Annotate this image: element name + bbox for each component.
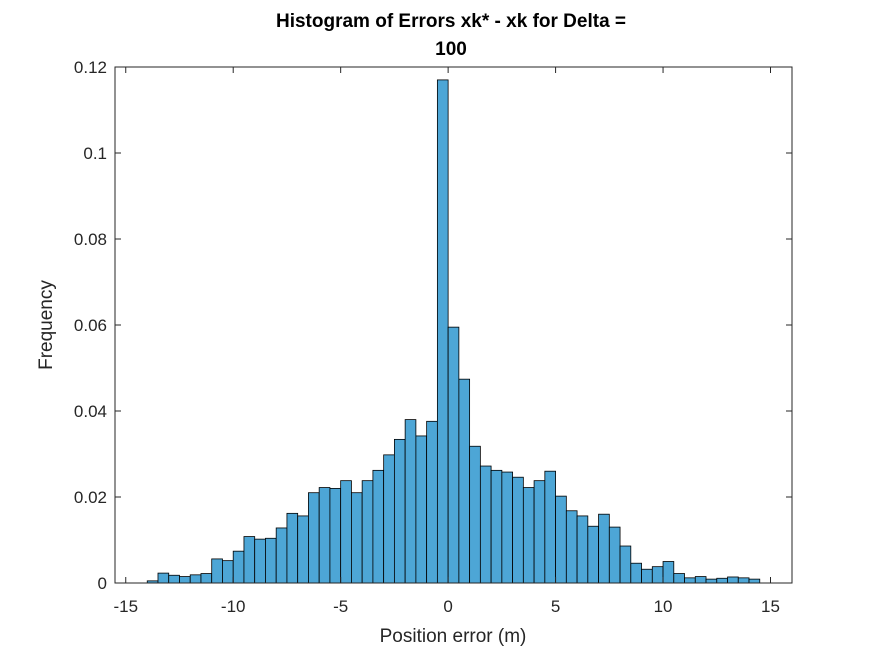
histogram-bar — [222, 560, 234, 584]
histogram-bar — [694, 576, 707, 584]
histogram-bar — [737, 577, 750, 584]
histogram-bar — [565, 510, 578, 584]
x-axis-label: Position error (m) — [380, 626, 527, 647]
histogram-bar — [415, 435, 428, 584]
chart-title-line-1: Histogram of Errors xk* - xk for Delta = — [276, 11, 626, 32]
histogram-bar — [641, 568, 653, 584]
histogram-bar — [587, 525, 599, 584]
histogram-bar — [372, 469, 385, 584]
y-tick-label: 0.08 — [74, 230, 107, 249]
histogram-bar — [748, 578, 761, 584]
histogram-bar — [361, 480, 374, 584]
x-tick-label: 10 — [654, 597, 673, 616]
histogram-bar — [168, 574, 180, 584]
histogram-bar — [329, 487, 342, 584]
histogram-bar — [479, 465, 492, 584]
x-tick-label: -10 — [221, 597, 246, 616]
histogram-bar — [684, 577, 696, 584]
histogram-bar — [716, 577, 728, 584]
histogram-bar — [673, 573, 685, 584]
y-axis-label: Frequency — [36, 280, 57, 370]
histogram-bar — [200, 573, 213, 584]
histogram-bar — [232, 550, 245, 584]
histogram-bar — [469, 445, 481, 584]
histogram-bar — [522, 487, 535, 584]
bars-group — [146, 79, 761, 584]
y-tick-label: 0.06 — [74, 316, 107, 335]
x-tick-label: 15 — [761, 597, 780, 616]
histogram-bar — [340, 480, 352, 584]
y-tick-label: 0.02 — [74, 488, 107, 507]
histogram-bar — [608, 526, 621, 584]
histogram-bar — [501, 471, 514, 584]
histogram-bar — [651, 566, 664, 584]
histogram-bar — [426, 420, 438, 584]
histogram-bar — [383, 454, 395, 584]
histogram-bar — [211, 558, 223, 584]
histogram-bar — [351, 492, 363, 584]
y-tick-label: 0.1 — [83, 144, 107, 163]
histogram-bar — [598, 513, 610, 584]
histogram-bar — [576, 515, 589, 584]
x-tick-label: 0 — [443, 597, 452, 616]
histogram-bar — [447, 326, 460, 584]
histogram-bar — [705, 578, 718, 584]
histogram-bar — [619, 545, 632, 584]
histogram-bar — [436, 79, 449, 584]
y-tick-label: 0 — [98, 574, 107, 593]
histogram-bar — [533, 480, 546, 584]
histogram-bar — [512, 476, 524, 584]
histogram-bar — [544, 470, 556, 584]
chart-title-line-2: 100 — [435, 39, 467, 60]
x-tick-label: 5 — [551, 597, 560, 616]
histogram-bar — [404, 419, 417, 584]
y-axis-ticks: 0 0.02 0.04 0.06 0.08 0.1 0.12 — [74, 58, 792, 593]
histogram-bar — [254, 538, 266, 584]
histogram-bar — [275, 527, 288, 584]
histogram-bar — [297, 515, 309, 584]
histogram-bar — [243, 536, 256, 584]
histogram-bar — [630, 562, 642, 584]
y-tick-label: 0.04 — [74, 402, 107, 421]
histogram-bar — [318, 487, 331, 584]
histogram-bar — [490, 469, 503, 584]
histogram-bar — [157, 572, 170, 584]
histogram-bar — [458, 378, 471, 584]
histogram-bar — [393, 438, 406, 584]
histogram-bar — [189, 574, 202, 584]
histogram-bar — [727, 576, 739, 584]
histogram-bar — [308, 492, 320, 584]
histogram-bar — [265, 537, 277, 584]
histogram-bar — [286, 512, 299, 584]
histogram-bar — [662, 561, 675, 584]
histogram-bar — [555, 495, 567, 584]
histogram-bar — [179, 576, 191, 584]
y-tick-label: 0.12 — [74, 58, 107, 77]
x-tick-label: -5 — [333, 597, 348, 616]
x-axis-ticks: -15 -10 -5 0 5 10 15 — [113, 67, 780, 616]
x-tick-label: -15 — [113, 597, 138, 616]
